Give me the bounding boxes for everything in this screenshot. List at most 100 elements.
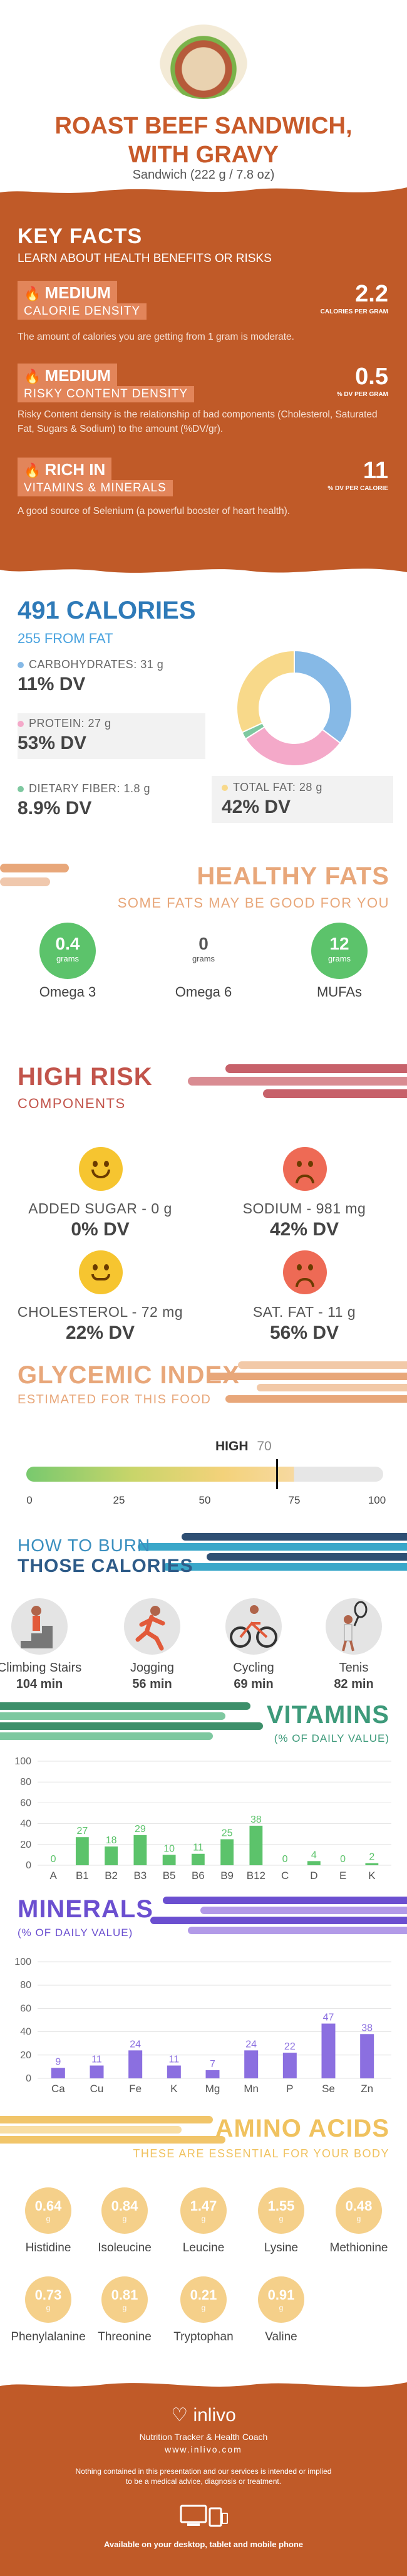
macro-donut-chart: [236, 649, 353, 767]
gi-tick: 75: [288, 1494, 301, 1506]
vitamin-bar-b9: [220, 1839, 234, 1865]
cholesterol-dv: 22% DV: [65, 1322, 135, 1343]
fat-dot: [222, 785, 228, 791]
omega3-label: Omega 3: [39, 984, 96, 1000]
footer-wave: [0, 2375, 407, 2387]
vitamins-level: 🔥 RICH IN: [18, 458, 112, 482]
fats-decor-stripes: [0, 864, 69, 886]
minerals-decor-stripes: [150, 1897, 407, 1934]
flame-icon: 🔥: [24, 463, 41, 478]
jogging-label: Jogging: [130, 1661, 175, 1675]
glycemic-decor-stripes: [207, 1361, 407, 1403]
mineral-y-tick: 60: [20, 2003, 31, 2014]
cycling-minutes: 69 min: [234, 1677, 274, 1691]
brand-tagline: Nutrition Tracker & Health Coach: [139, 2432, 268, 2442]
header-section: ROAST BEEF SANDWICH, WITH GRAVY Sandwich…: [0, 0, 407, 182]
vitamin-bar-b6: [191, 1853, 205, 1865]
minerals-heading: MINERALS: [18, 1895, 153, 1923]
mufa-value: 12: [329, 934, 349, 953]
high-risk-section: HIGH RISK COMPONENTS ADDED SUGAR - 0 g 0…: [0, 1059, 407, 1354]
brand-logo[interactable]: ♡ inlivo: [0, 2404, 407, 2426]
neutral-face-icon: [79, 1250, 123, 1294]
vitamins-decor-stripes: [0, 1702, 263, 1740]
mufa-unit: grams: [327, 954, 351, 963]
mineral-category-label: Cu: [90, 2083, 104, 2095]
vitamin-value-label: 11: [193, 1843, 204, 1853]
calorie-density-level: 🔥 MEDIUM: [18, 281, 117, 305]
amino-heading: AMINO ACIDS: [215, 2115, 389, 2142]
vitamins-value: 11: [363, 458, 388, 484]
vitamin-category-label: A: [49, 1870, 57, 1882]
burn-heading-2: THOSE CALORIES: [18, 1556, 193, 1576]
fat-block: TOTAL FAT: 28 g 42% DV: [212, 776, 393, 823]
risky-density-description: Risky Content density is the relationshi…: [18, 409, 378, 434]
mineral-bar-k: [167, 2065, 181, 2078]
vitamin-bar-b3: [133, 1835, 147, 1865]
mineral-bar-fe: [128, 2050, 143, 2078]
glycemic-reading: HIGH 70: [215, 1439, 272, 1454]
vitamin-value-label: 38: [250, 1814, 262, 1825]
mufa-label: MUFAs: [316, 984, 363, 1000]
vitamins-description: A good source of Selenium (a powerful bo…: [18, 506, 291, 516]
mineral-y-tick: 80: [20, 1980, 31, 1991]
calorie-density-description: The amount of calories you are getting f…: [18, 332, 294, 342]
stairs-icon: [11, 1598, 68, 1655]
vitamin-bar-d: [307, 1861, 321, 1865]
vitamin-category-label: B12: [247, 1870, 265, 1882]
mineral-value-label: 38: [361, 2023, 373, 2033]
vitamin-y-tick: 60: [20, 1798, 31, 1808]
title-line-2: WITH GRAVY: [128, 142, 279, 168]
vitamin-category-label: B3: [133, 1870, 147, 1882]
carbs-block: CARBOHYDRATES: 31 g 11% DV: [18, 658, 205, 695]
phenylalanine-label: Phenylalanine: [11, 2330, 86, 2343]
burn-calories-section: HOW TO BURN THOSE CALORIES Climbing Stai…: [0, 1529, 407, 1699]
sodium-dv: 42% DV: [269, 1219, 339, 1240]
mineral-y-tick: 40: [20, 2027, 31, 2038]
mineral-bar-cu: [90, 2065, 104, 2078]
vitamins-name: VITAMINS & MINERALS: [18, 480, 173, 496]
tennis-racket-icon: [326, 1598, 382, 1655]
vitamin-y-tick: 80: [20, 1777, 31, 1788]
vitamin-value-label: 0: [282, 1854, 288, 1865]
jogging-icon: [124, 1598, 180, 1655]
vitamin-category-label: D: [310, 1870, 317, 1882]
omega3-bubble: 0.4 grams: [39, 923, 96, 979]
mineral-category-label: Ca: [51, 2083, 65, 2095]
histidine-bubble: 0.64 g: [25, 2187, 71, 2234]
lysine-label: Lysine: [264, 2241, 299, 2254]
sandwich-image: [160, 24, 247, 99]
protein-label: PROTEIN: 27 g: [29, 717, 111, 730]
key-facts-section: KEY FACTS LEARN ABOUT HEALTH BENEFITS OR…: [0, 181, 407, 584]
flame-icon: 🔥: [24, 286, 41, 301]
risky-density-level: 🔥 MEDIUM: [18, 364, 117, 388]
vitamin-value-label: 18: [106, 1835, 117, 1846]
burn-heading-1: HOW TO BURN: [18, 1536, 151, 1555]
glycemic-subheading: ESTIMATED FOR THIS FOOD: [18, 1393, 212, 1406]
vitamins-subheading: (% OF DAILY VALUE): [274, 1732, 389, 1744]
title-line-1: ROAST BEEF SANDWICH,: [54, 113, 353, 139]
brand-url[interactable]: www.inlivo.com: [165, 2444, 242, 2454]
glycemic-level: HIGH: [215, 1439, 249, 1453]
vitamin-category-label: B6: [192, 1870, 205, 1882]
vitamin-y-tick: 20: [20, 1840, 31, 1850]
vitamin-value-label: 0: [51, 1854, 56, 1865]
added-sugar-label: ADDED SUGAR - 0 g: [28, 1200, 172, 1217]
glycemic-value: 70: [257, 1439, 272, 1453]
valine-bubble: 0.91 g: [258, 2276, 304, 2323]
protein-block: PROTEIN: 27 g 53% DV: [18, 713, 205, 759]
mufa-bubble: 12 grams: [311, 923, 368, 979]
key-facts-heading: KEY FACTS: [18, 224, 143, 248]
cholesterol-label: CHOLESTEROL - 72 mg: [17, 1304, 183, 1320]
threonine-bubble: 0.81 g: [101, 2276, 148, 2323]
vitamin-bar-b5: [162, 1855, 176, 1865]
mineral-value-label: 24: [245, 2039, 257, 2050]
sad-face-icon: [283, 1250, 327, 1294]
fiber-block: DIETARY FIBER: 1.8 g 8.9% DV: [18, 782, 205, 819]
threonine-label: Threonine: [98, 2330, 152, 2343]
mineral-y-tick: 20: [20, 2050, 31, 2061]
mineral-value-label: 24: [130, 2039, 141, 2050]
added-sugar-dv: 0% DV: [71, 1219, 130, 1240]
vitamins-unit: % DV PER CALORIE: [327, 485, 388, 492]
donut-slice-carbohydrates: [294, 649, 353, 744]
